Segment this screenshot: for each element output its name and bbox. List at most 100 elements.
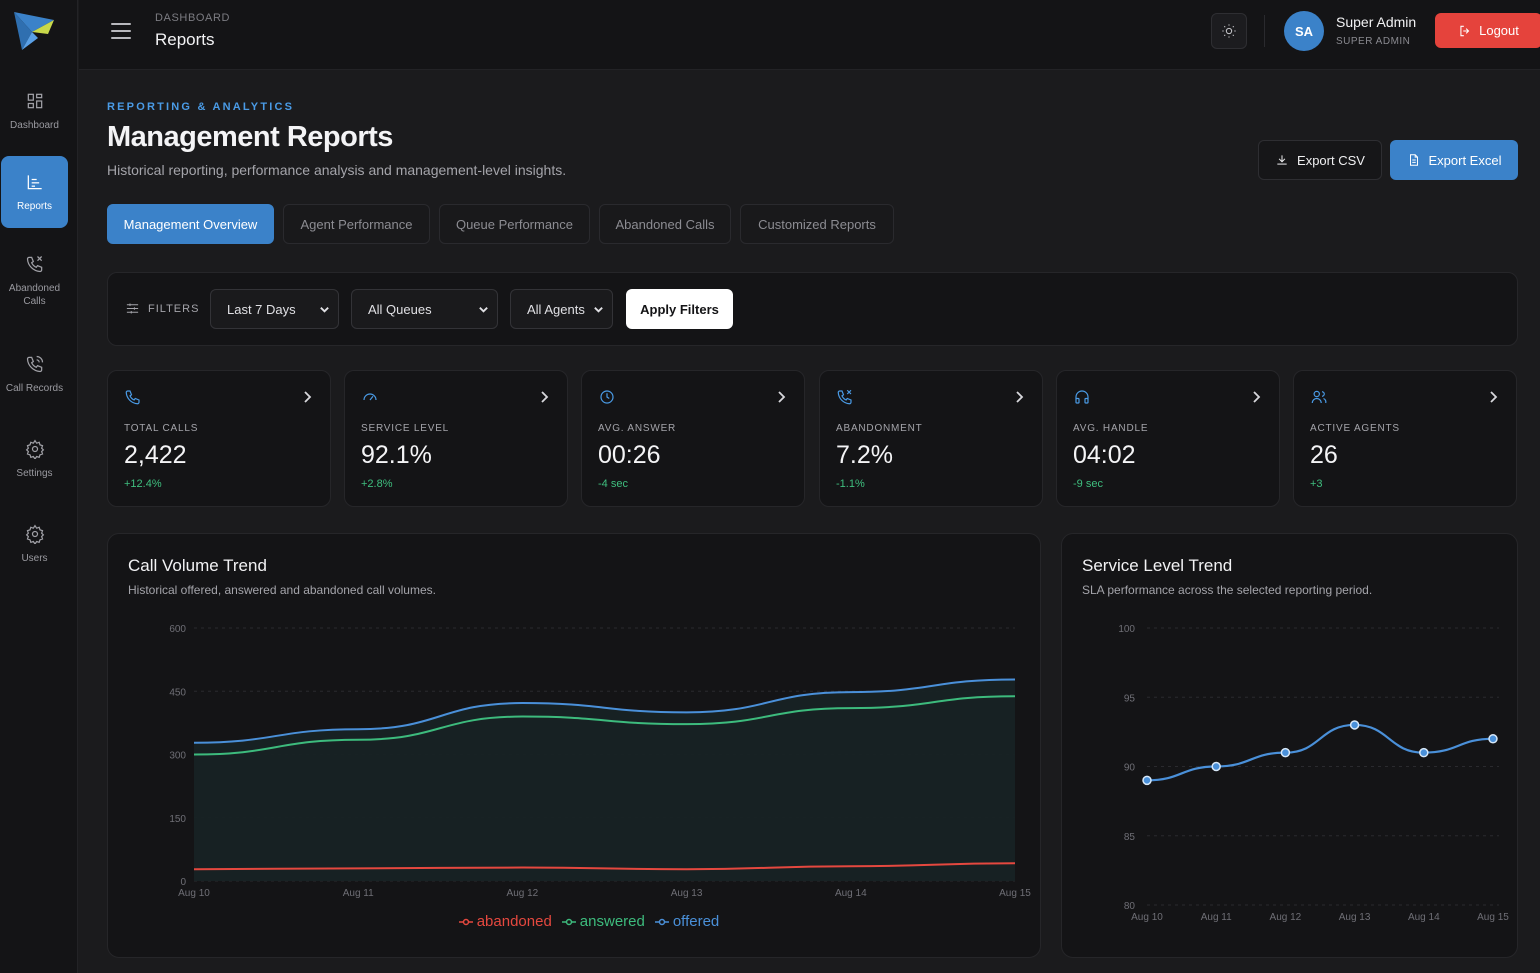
brand-logo — [14, 12, 54, 50]
tab-queue-performance[interactable]: Queue Performance — [439, 204, 590, 244]
filters-panel: FILTERS Last 7 Days All Queues All Agent… — [107, 272, 1518, 346]
legend-label: abandoned — [476, 913, 552, 930]
phone-record-icon — [26, 355, 43, 372]
chevron-right-icon — [541, 391, 549, 403]
chevron-down-icon — [320, 307, 329, 313]
kpi-label: AVG. HANDLE — [1073, 423, 1149, 434]
y-tick-label: 450 — [169, 687, 186, 698]
top-header: DASHBOARD Reports SA Super Admin SUPER A… — [79, 0, 1540, 70]
sidebar-item-label: Users — [21, 552, 48, 564]
legend-label: answered — [579, 913, 645, 930]
x-tick-label: Aug 13 — [671, 888, 703, 899]
chart-legend: abandoned answered offered — [108, 913, 1040, 930]
tab-customized-reports[interactable]: Customized Reports — [740, 204, 894, 244]
queue-select[interactable]: All Queues — [351, 289, 498, 329]
x-tick-label: Aug 11 — [343, 888, 374, 899]
kpi-label: ACTIVE AGENTS — [1310, 423, 1400, 434]
sun-icon — [1222, 24, 1236, 38]
users-icon — [1311, 390, 1327, 404]
apply-filters-button[interactable]: Apply Filters — [626, 289, 733, 329]
agent-select[interactable]: All Agents — [510, 289, 613, 329]
sidebar-item-dashboard[interactable]: Dashboard — [1, 75, 68, 147]
call-volume-chart: 0 150 300 450 600 Aug 10 Aug 11 Aug 12 Aug 13 Aug… — [169, 624, 1031, 899]
legend-item[interactable]: answered — [561, 913, 645, 930]
sidebar-item-label: Settings — [16, 467, 53, 479]
grid-icon — [27, 93, 42, 108]
sidebar-item-call-records[interactable]: Call Records — [1, 338, 68, 410]
x-tick-label: Aug 12 — [507, 888, 539, 899]
kpi-label: TOTAL CALLS — [124, 423, 199, 434]
kpi-delta: +2.8% — [361, 478, 393, 490]
chart-subtitle: SLA performance across the selected repo… — [1082, 583, 1373, 597]
legend-marker-icon — [458, 918, 473, 925]
clock-icon — [600, 390, 614, 404]
page-eyebrow: REPORTING & ANALYTICS — [107, 101, 295, 113]
user-name: Super Admin — [1336, 14, 1417, 30]
x-tick-label: Aug 10 — [1131, 912, 1163, 923]
page-title: Management Reports — [107, 121, 393, 153]
y-tick-label: 300 — [169, 751, 186, 762]
legend-item[interactable]: abandoned — [458, 913, 552, 930]
chevron-right-icon — [778, 391, 786, 403]
kpi-card-service-level[interactable]: SERVICE LEVEL 92.1% +2.8% — [344, 370, 568, 507]
sliders-icon — [126, 303, 139, 314]
chevron-right-icon — [1490, 391, 1498, 403]
y-tick-label: 90 — [1124, 763, 1136, 774]
area-fill — [194, 679, 1015, 881]
tab-agent-performance[interactable]: Agent Performance — [283, 204, 430, 244]
menu-toggle-button[interactable] — [111, 20, 131, 42]
data-point — [1142, 775, 1152, 786]
export-csv-button[interactable]: Export CSV — [1258, 140, 1382, 180]
kpi-value: 04:02 — [1073, 441, 1136, 469]
service-level-chart: 80 85 90 95 100 Aug 10 Aug 11 Aug 12 Aug 13 Aug 1… — [1118, 624, 1509, 923]
legend-marker-icon — [561, 918, 576, 925]
kpi-delta: +12.4% — [124, 478, 162, 490]
series-line-abandoned — [193, 862, 1016, 871]
x-tick-label: Aug 11 — [1201, 912, 1232, 923]
kpi-card-total-calls[interactable]: TOTAL CALLS 2,422 +12.4% — [107, 370, 331, 507]
sidebar-item-label: Dashboard — [10, 119, 59, 131]
chart-title: Service Level Trend — [1082, 556, 1233, 575]
chart-subtitle: Historical offered, answered and abandon… — [128, 583, 436, 597]
tab-abandoned-calls[interactable]: Abandoned Calls — [599, 204, 731, 244]
data-point — [1349, 720, 1360, 730]
kpi-card-active-agents[interactable]: ACTIVE AGENTS 26 +3 — [1293, 370, 1517, 507]
kpi-delta: -1.1% — [836, 478, 865, 490]
data-point — [1419, 747, 1429, 758]
user-role: SUPER ADMIN — [1336, 36, 1411, 47]
data-point — [1211, 761, 1221, 772]
chart-title: Call Volume Trend — [128, 556, 267, 575]
header-title: Reports — [155, 30, 215, 49]
sidebar-item-users[interactable]: Users — [1, 508, 68, 580]
gauge-icon — [363, 393, 377, 401]
kpi-card-avg-answer[interactable]: AVG. ANSWER 00:26 -4 sec — [581, 370, 805, 507]
legend-item[interactable]: offered — [654, 913, 719, 930]
sidebar-item-abandoned-calls[interactable]: Abandoned Calls — [1, 245, 68, 317]
y-tick-label: 100 — [1118, 624, 1135, 635]
service-level-card: Service Level Trend SLA performance acro… — [1061, 533, 1518, 958]
logout-button[interactable]: Logout — [1435, 13, 1540, 48]
export-excel-button[interactable]: Export Excel — [1390, 140, 1518, 180]
theme-toggle-button[interactable] — [1211, 13, 1247, 49]
phone-icon — [125, 390, 140, 405]
gear-icon — [25, 439, 44, 459]
sidebar-item-label: Reports — [16, 200, 52, 212]
period-select[interactable]: Last 7 Days — [210, 289, 339, 329]
kpi-delta: -9 sec — [1073, 478, 1103, 490]
kpi-label: AVG. ANSWER — [598, 423, 677, 434]
series-line-offered — [193, 678, 1016, 744]
avatar[interactable]: SA — [1284, 11, 1324, 51]
tab-management-overview[interactable]: Management Overview — [107, 204, 274, 244]
chevron-right-icon — [1016, 391, 1024, 403]
y-tick-label: 600 — [169, 624, 186, 635]
kpi-card-avg-handle[interactable]: AVG. HANDLE 04:02 -9 sec — [1056, 370, 1280, 507]
logout-icon — [1460, 25, 1470, 36]
kpi-card-abandonment[interactable]: ABANDONMENT 7.2% -1.1% — [819, 370, 1043, 507]
sidebar-item-label: Abandoned Calls — [8, 283, 61, 307]
kpi-label: SERVICE LEVEL — [361, 423, 450, 434]
sidebar-item-settings[interactable]: Settings — [1, 423, 68, 495]
y-tick-label: 85 — [1124, 832, 1136, 843]
kpi-label: ABANDONMENT — [836, 423, 923, 434]
x-tick-label: Aug 12 — [1270, 912, 1302, 923]
sidebar-item-reports[interactable]: Reports — [1, 156, 68, 228]
